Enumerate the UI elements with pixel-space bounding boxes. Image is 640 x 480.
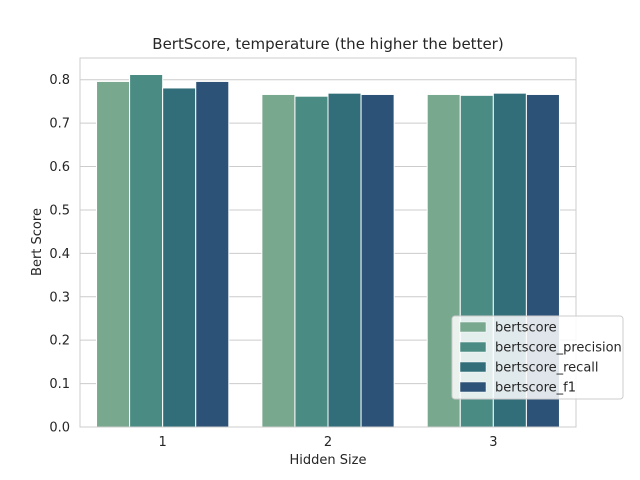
bars [96,73,560,428]
bar-bertscore_recall-1 [162,87,197,428]
legend-label-bertscore_precision: bertscore_precision [495,341,622,356]
y-tick-label: 0.4 [49,247,70,262]
bar-bertscore_f1-1 [195,80,230,428]
plot-frame [79,57,577,428]
x-tick-label: 1 [159,435,167,450]
bar-bertscore-1 [96,80,131,428]
bar-bertscore_f1-2 [360,93,395,428]
y-tick-label: 0.0 [49,421,70,436]
legend-swatch-bertscore_recall [459,361,487,373]
legend-label-bertscore_recall: bertscore_recall [495,361,599,376]
legend-box [451,315,624,400]
y-tick-label: 0.7 [49,117,70,132]
y-tick-label: 0.1 [49,377,70,392]
x-axis-label: Hidden Size [290,453,367,468]
bar-bertscore-2 [261,93,296,428]
y-tick-label: 0.6 [49,160,70,175]
y-tick-label: 0.2 [49,334,70,349]
y-axis-ticks: 0.0 0.1 0.2 0.3 0.4 0.5 0.6 0.7 0.8 [49,73,70,435]
bar-bertscore_precision-1 [129,73,164,428]
y-tick-label: 0.5 [49,203,70,218]
y-tick-label: 0.3 [49,290,70,305]
legend: bertscore bertscore_precision bertscore_re… [451,315,624,400]
bar-bertscore_precision-2 [294,95,329,428]
legend-swatch-bertscore_precision [459,341,487,353]
legend-swatch-bertscore [459,321,487,333]
legend-swatch-bertscore_f1 [459,381,487,393]
y-tick-label: 0.8 [49,73,70,88]
x-tick-label: 2 [324,435,332,450]
legend-label-bertscore: bertscore [495,321,557,336]
bar-bertscore_recall-2 [327,92,362,428]
legend-label-bertscore_f1: bertscore_f1 [495,381,576,396]
x-tick-label: 3 [489,435,497,450]
chart-title: BertScore, temperature (the higher the b… [152,35,503,53]
x-axis-ticks: 1 2 3 [159,435,498,450]
y-axis-label: Bert Score [30,208,45,276]
